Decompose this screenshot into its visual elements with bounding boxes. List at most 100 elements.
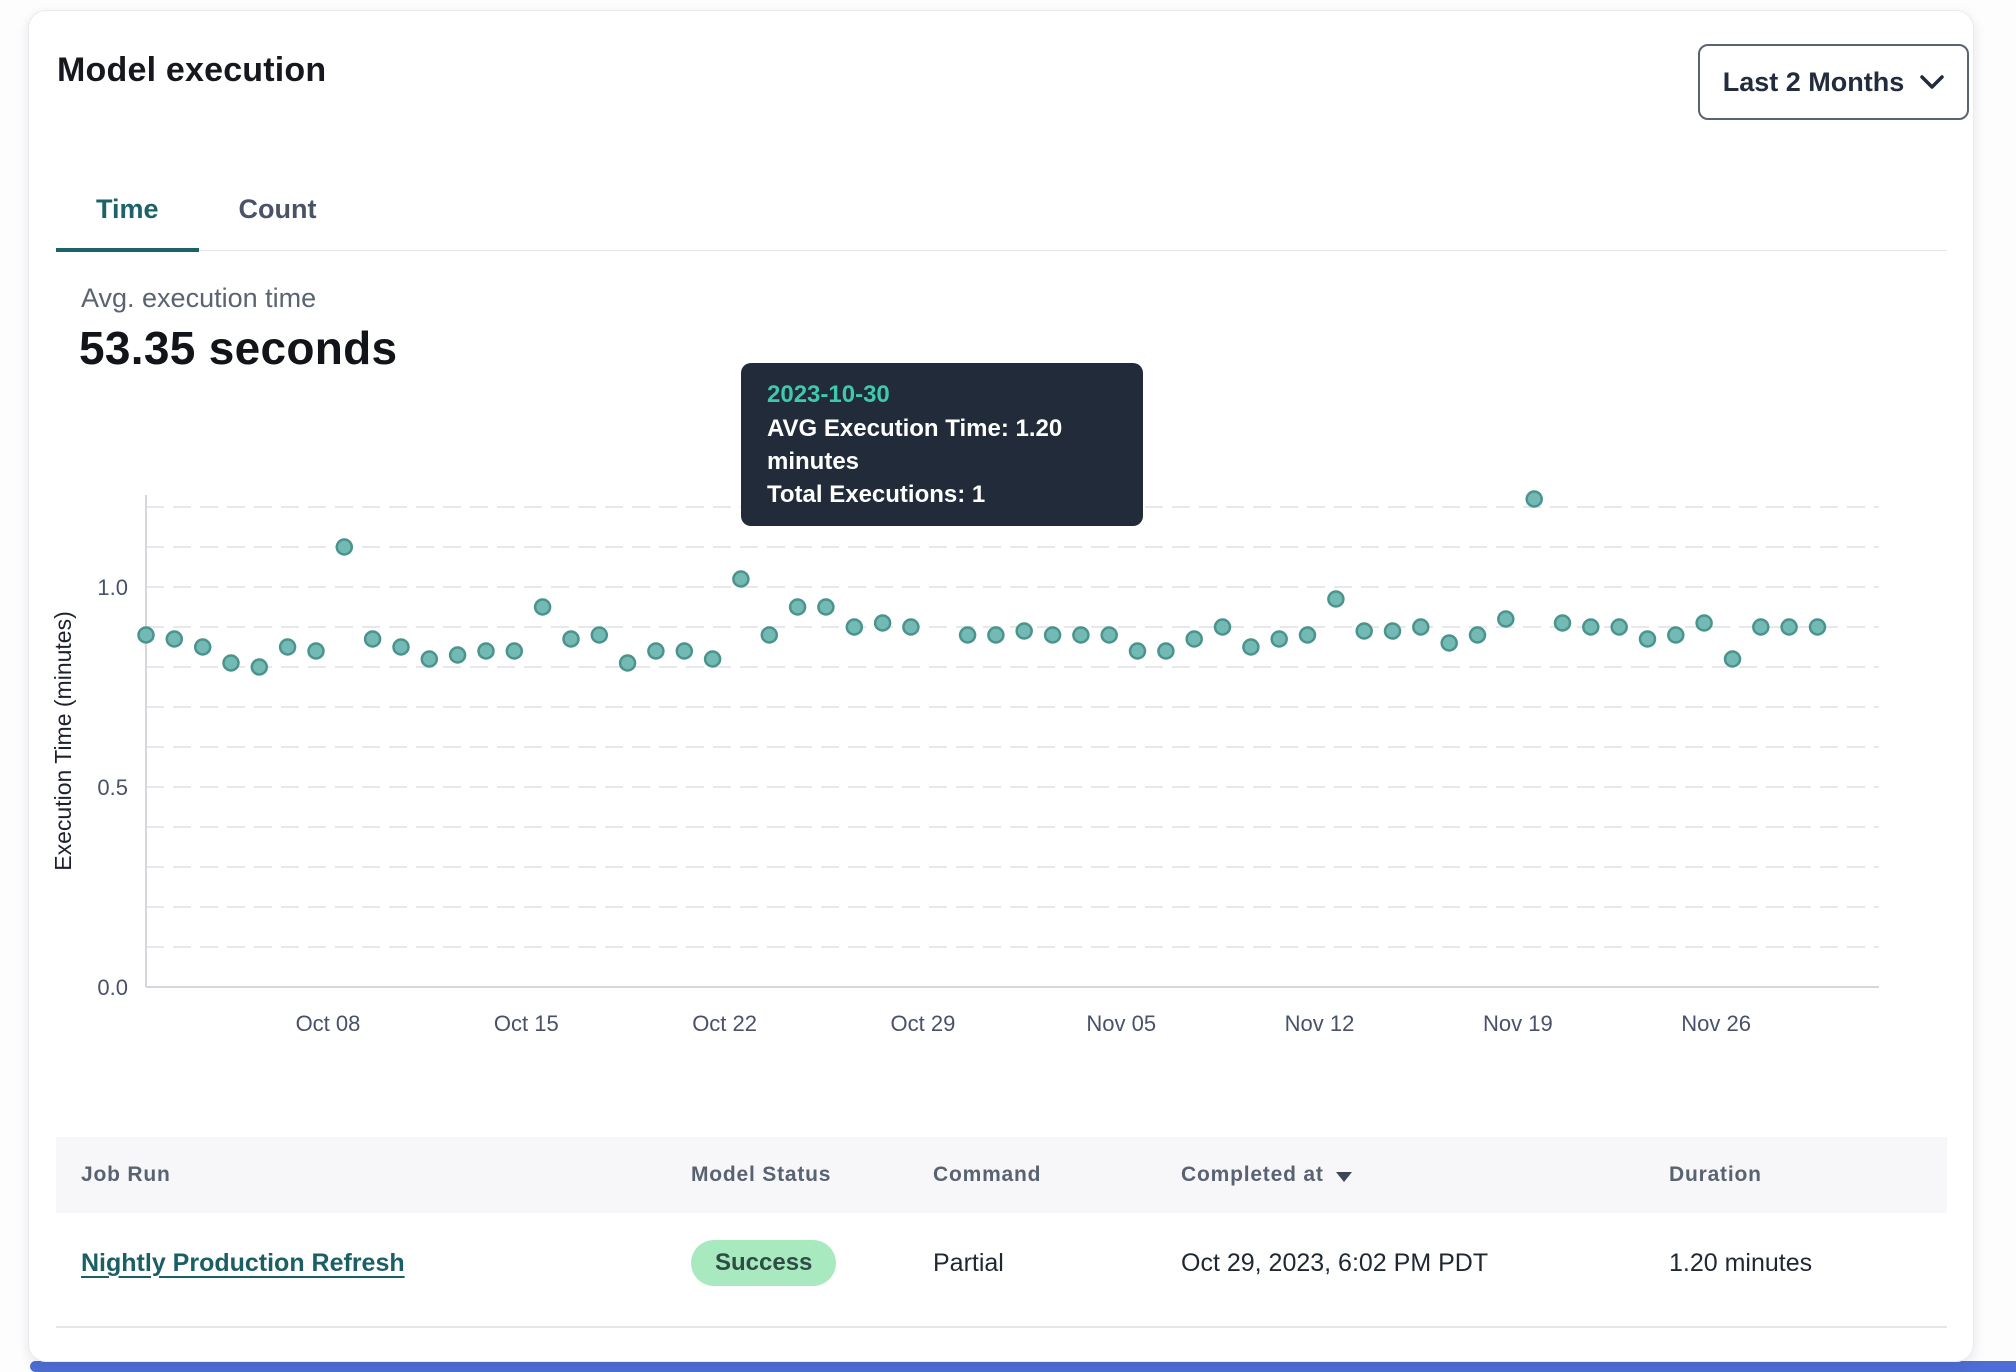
data-point[interactable]: [477, 642, 495, 660]
svg-text:Oct 29: Oct 29: [891, 1011, 956, 1036]
svg-text:1.0: 1.0: [97, 575, 128, 600]
date-range-selector[interactable]: Last 2 Months: [1698, 44, 1969, 120]
column-header-command[interactable]: Command: [933, 1163, 1042, 1186]
data-point[interactable]: [420, 650, 439, 668]
data-point[interactable]: [902, 618, 920, 636]
cell-model-status: Success: [691, 1213, 837, 1313]
data-point[interactable]: [958, 626, 977, 644]
svg-text:Execution Time (minutes): Execution Time (minutes): [50, 611, 76, 870]
svg-text:Nov 26: Nov 26: [1681, 1011, 1751, 1036]
tab-time[interactable]: Time: [56, 171, 199, 252]
data-point[interactable]: [647, 642, 665, 660]
data-point[interactable]: [1412, 618, 1430, 636]
tab-count[interactable]: Count: [199, 171, 357, 252]
cell-job-run: Nightly Production Refresh: [81, 1213, 405, 1313]
svg-text:0.5: 0.5: [97, 775, 128, 800]
tab-time-label: Time: [96, 194, 159, 224]
data-point[interactable]: [618, 654, 637, 672]
cell-command: Partial: [933, 1248, 1004, 1277]
data-point[interactable]: [1723, 650, 1742, 668]
data-point[interactable]: [703, 650, 722, 668]
chevron-down-icon: [1920, 74, 1944, 89]
data-point[interactable]: [1780, 618, 1798, 636]
job-run-link[interactable]: Nightly Production Refresh: [81, 1248, 405, 1277]
data-point[interactable]: [1497, 610, 1515, 628]
data-point[interactable]: [1610, 618, 1628, 636]
data-point[interactable]: [732, 570, 750, 588]
data-point[interactable]: [1468, 626, 1487, 644]
column-header-job-run[interactable]: Job Run: [81, 1163, 171, 1186]
svg-text:Oct 22: Oct 22: [692, 1011, 757, 1036]
data-point[interactable]: [1213, 618, 1232, 636]
data-point[interactable]: [1582, 618, 1600, 636]
data-point[interactable]: [760, 626, 779, 644]
metric-label: Avg. execution time: [81, 283, 317, 313]
data-point[interactable]: [278, 638, 297, 656]
data-point[interactable]: [1327, 590, 1345, 608]
column-header-completed-at[interactable]: Completed at: [1181, 1137, 1352, 1213]
data-point[interactable]: [448, 646, 467, 664]
tooltip-total-executions: Total Executions: 1: [767, 481, 986, 508]
data-point[interactable]: [987, 626, 1005, 644]
data-point[interactable]: [1242, 638, 1260, 656]
data-point[interactable]: [250, 658, 269, 676]
data-point[interactable]: [1128, 642, 1147, 660]
data-point[interactable]: [1525, 490, 1543, 508]
data-point[interactable]: [1667, 626, 1685, 644]
data-point[interactable]: [1157, 642, 1175, 660]
data-point[interactable]: [788, 598, 807, 616]
tab-count-label: Count: [238, 194, 317, 224]
data-point[interactable]: [1185, 630, 1203, 648]
data-point[interactable]: [1695, 614, 1713, 632]
chart-tabs: Time Count: [56, 171, 1947, 252]
data-point[interactable]: [845, 618, 864, 636]
data-point[interactable]: [1440, 634, 1458, 652]
chart-svg: 0.0 0.5 1.0 Oct 08 Oct 15 Oct 22 Oct 29 Nov 05 N…: [50, 490, 1879, 1036]
status-badge: Success: [691, 1240, 837, 1286]
cell-completed-at: Oct 29, 2023, 6:02 PM PDT: [1181, 1248, 1489, 1277]
data-point[interactable]: [193, 638, 212, 656]
data-point[interactable]: [363, 630, 382, 648]
svg-text:Nov 12: Nov 12: [1285, 1011, 1355, 1036]
data-point[interactable]: [1298, 626, 1317, 644]
data-point[interactable]: [1383, 622, 1402, 640]
data-point[interactable]: [562, 630, 580, 648]
tooltip-avg-execution: AVG Execution Time: 1.20 minutes: [767, 415, 1063, 475]
data-point[interactable]: [137, 626, 155, 644]
data-point[interactable]: [1043, 626, 1062, 644]
data-point[interactable]: [1072, 626, 1090, 644]
bottom-panel-edge: [30, 1361, 2016, 1372]
data-point[interactable]: [590, 626, 609, 644]
data-point[interactable]: [335, 538, 354, 556]
data-point[interactable]: [1015, 622, 1033, 640]
page-title: Model execution: [57, 51, 327, 89]
data-point[interactable]: [307, 642, 325, 660]
column-header-model-status[interactable]: Model Status: [691, 1163, 832, 1186]
data-point[interactable]: [392, 638, 410, 656]
data-point[interactable]: [505, 642, 524, 660]
data-point[interactable]: [1270, 630, 1288, 648]
data-point[interactable]: [1638, 630, 1657, 648]
data-point[interactable]: [533, 598, 552, 616]
svg-text:Oct 08: Oct 08: [296, 1011, 361, 1036]
data-point[interactable]: [873, 614, 892, 632]
column-header-duration[interactable]: Duration: [1669, 1163, 1762, 1186]
data-point[interactable]: [222, 654, 240, 672]
chart-tooltip: 2023-10-30 AVG Execution Time: 1.20 minu…: [741, 363, 1143, 526]
sort-desc-icon: [1335, 1171, 1352, 1182]
data-point[interactable]: [1553, 614, 1572, 632]
column-header-completed-at-label: Completed at: [1181, 1163, 1324, 1186]
table-header: Job Run Model Status Command Completed a…: [56, 1137, 1947, 1213]
data-point[interactable]: [675, 642, 694, 660]
tooltip-date: 2023-10-30: [767, 381, 890, 408]
data-point[interactable]: [1100, 626, 1118, 644]
data-point[interactable]: [817, 598, 835, 616]
data-point[interactable]: [165, 630, 184, 648]
svg-text:Nov 19: Nov 19: [1483, 1011, 1553, 1036]
data-point[interactable]: [1808, 618, 1827, 636]
data-point[interactable]: [1752, 618, 1770, 636]
model-execution-card: Model execution Last 2 Months Time Count…: [28, 10, 1974, 1362]
data-point[interactable]: [1355, 622, 1373, 640]
metric-value: 53.35 seconds: [79, 322, 398, 374]
